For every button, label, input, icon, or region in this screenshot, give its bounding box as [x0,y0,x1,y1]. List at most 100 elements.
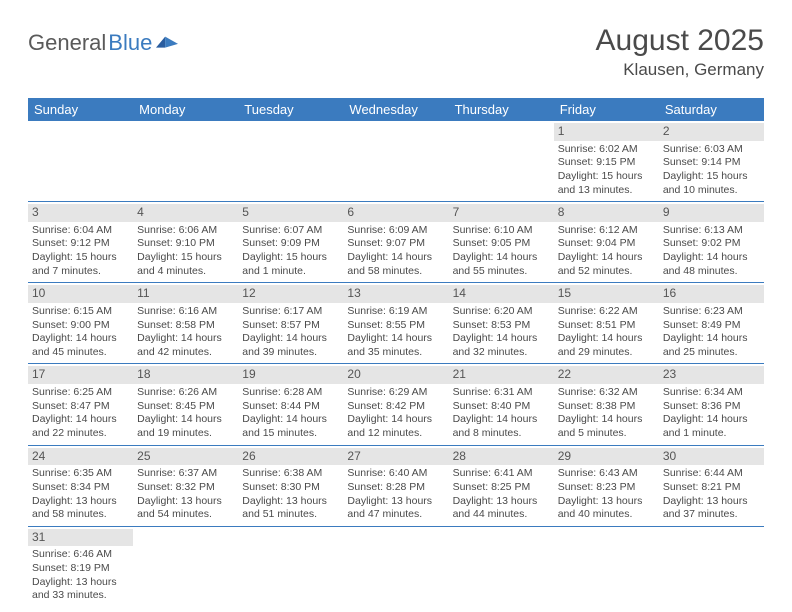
day-number: 2 [659,123,764,141]
sunset-line: Sunset: 8:58 PM [137,319,234,333]
calendar-day-cell: 30Sunrise: 6:44 AMSunset: 8:21 PMDayligh… [659,445,764,526]
calendar-week-row: 10Sunrise: 6:15 AMSunset: 9:00 PMDayligh… [28,283,764,364]
daylight-line: Daylight: 14 hours and 55 minutes. [453,251,550,278]
sunrise-line: Sunrise: 6:32 AM [558,386,655,400]
sunset-line: Sunset: 9:02 PM [663,237,760,251]
day-number: 19 [238,366,343,384]
sunset-line: Sunset: 8:28 PM [347,481,444,495]
sunset-line: Sunset: 8:53 PM [453,319,550,333]
sunrise-line: Sunrise: 6:34 AM [663,386,760,400]
day-number: 15 [554,285,659,303]
daylight-line: Daylight: 14 hours and 32 minutes. [453,332,550,359]
calendar-day-cell: 29Sunrise: 6:43 AMSunset: 8:23 PMDayligh… [554,445,659,526]
sunset-line: Sunset: 8:55 PM [347,319,444,333]
sunrise-line: Sunrise: 6:15 AM [32,305,129,319]
calendar-day-cell: 25Sunrise: 6:37 AMSunset: 8:32 PMDayligh… [133,445,238,526]
day-number: 21 [449,366,554,384]
sunrise-line: Sunrise: 6:06 AM [137,224,234,238]
daylight-line: Daylight: 14 hours and 58 minutes. [347,251,444,278]
sunset-line: Sunset: 8:30 PM [242,481,339,495]
sunrise-line: Sunrise: 6:23 AM [663,305,760,319]
sunset-line: Sunset: 8:42 PM [347,400,444,414]
day-number: 10 [28,285,133,303]
daylight-line: Daylight: 15 hours and 10 minutes. [663,170,760,197]
sunrise-line: Sunrise: 6:13 AM [663,224,760,238]
daylight-line: Daylight: 13 hours and 37 minutes. [663,495,760,522]
daylight-line: Daylight: 15 hours and 7 minutes. [32,251,129,278]
sunrise-line: Sunrise: 6:46 AM [32,548,129,562]
calendar-empty-cell [449,121,554,201]
day-number: 28 [449,448,554,466]
daylight-line: Daylight: 14 hours and 42 minutes. [137,332,234,359]
sunrise-line: Sunrise: 6:26 AM [137,386,234,400]
title-block: August 2025 Klausen, Germany [596,24,764,80]
weekday-header: Saturday [659,98,764,121]
calendar-header-row: SundayMondayTuesdayWednesdayThursdayFrid… [28,98,764,121]
daylight-line: Daylight: 14 hours and 5 minutes. [558,413,655,440]
calendar-day-cell: 2Sunrise: 6:03 AMSunset: 9:14 PMDaylight… [659,121,764,201]
daylight-line: Daylight: 14 hours and 45 minutes. [32,332,129,359]
day-number: 6 [343,204,448,222]
sunrise-line: Sunrise: 6:12 AM [558,224,655,238]
calendar-week-row: 17Sunrise: 6:25 AMSunset: 8:47 PMDayligh… [28,364,764,445]
weekday-header: Sunday [28,98,133,121]
sunrise-line: Sunrise: 6:41 AM [453,467,550,481]
sunrise-line: Sunrise: 6:19 AM [347,305,444,319]
calendar-empty-cell [133,121,238,201]
daylight-line: Daylight: 14 hours and 25 minutes. [663,332,760,359]
logo-text-blue: Blue [108,30,152,56]
sunset-line: Sunset: 8:19 PM [32,562,129,576]
sunrise-line: Sunrise: 6:25 AM [32,386,129,400]
sunset-line: Sunset: 9:10 PM [137,237,234,251]
daylight-line: Daylight: 14 hours and 15 minutes. [242,413,339,440]
calendar-day-cell: 22Sunrise: 6:32 AMSunset: 8:38 PMDayligh… [554,364,659,445]
sunset-line: Sunset: 9:12 PM [32,237,129,251]
calendar-day-cell: 31Sunrise: 6:46 AMSunset: 8:19 PMDayligh… [28,526,133,607]
calendar-day-cell: 10Sunrise: 6:15 AMSunset: 9:00 PMDayligh… [28,283,133,364]
sunset-line: Sunset: 9:14 PM [663,156,760,170]
location: Klausen, Germany [596,60,764,80]
sunset-line: Sunset: 8:21 PM [663,481,760,495]
sunset-line: Sunset: 8:34 PM [32,481,129,495]
weekday-header: Monday [133,98,238,121]
day-number: 23 [659,366,764,384]
calendar-empty-cell [659,526,764,607]
daylight-line: Daylight: 13 hours and 33 minutes. [32,576,129,603]
day-number: 20 [343,366,448,384]
sunrise-line: Sunrise: 6:04 AM [32,224,129,238]
sunrise-line: Sunrise: 6:09 AM [347,224,444,238]
calendar-day-cell: 26Sunrise: 6:38 AMSunset: 8:30 PMDayligh… [238,445,343,526]
daylight-line: Daylight: 13 hours and 47 minutes. [347,495,444,522]
daylight-line: Daylight: 14 hours and 39 minutes. [242,332,339,359]
calendar-day-cell: 9Sunrise: 6:13 AMSunset: 9:02 PMDaylight… [659,202,764,283]
calendar-day-cell: 16Sunrise: 6:23 AMSunset: 8:49 PMDayligh… [659,283,764,364]
sunset-line: Sunset: 8:40 PM [453,400,550,414]
sunset-line: Sunset: 9:05 PM [453,237,550,251]
calendar-day-cell: 6Sunrise: 6:09 AMSunset: 9:07 PMDaylight… [343,202,448,283]
logo-flag-icon [156,34,178,52]
sunset-line: Sunset: 8:49 PM [663,319,760,333]
daylight-line: Daylight: 14 hours and 1 minute. [663,413,760,440]
sunrise-line: Sunrise: 6:20 AM [453,305,550,319]
sunset-line: Sunset: 8:44 PM [242,400,339,414]
sunset-line: Sunset: 8:57 PM [242,319,339,333]
weekday-header: Thursday [449,98,554,121]
calendar-day-cell: 20Sunrise: 6:29 AMSunset: 8:42 PMDayligh… [343,364,448,445]
logo-text-general: General [28,30,106,56]
calendar-empty-cell [238,526,343,607]
day-number: 18 [133,366,238,384]
calendar-day-cell: 17Sunrise: 6:25 AMSunset: 8:47 PMDayligh… [28,364,133,445]
calendar-week-row: 1Sunrise: 6:02 AMSunset: 9:15 PMDaylight… [28,121,764,201]
calendar-empty-cell [28,121,133,201]
calendar-day-cell: 12Sunrise: 6:17 AMSunset: 8:57 PMDayligh… [238,283,343,364]
daylight-line: Daylight: 14 hours and 12 minutes. [347,413,444,440]
daylight-line: Daylight: 14 hours and 8 minutes. [453,413,550,440]
day-number: 4 [133,204,238,222]
calendar-day-cell: 1Sunrise: 6:02 AMSunset: 9:15 PMDaylight… [554,121,659,201]
daylight-line: Daylight: 14 hours and 35 minutes. [347,332,444,359]
daylight-line: Daylight: 13 hours and 58 minutes. [32,495,129,522]
calendar-day-cell: 3Sunrise: 6:04 AMSunset: 9:12 PMDaylight… [28,202,133,283]
sunrise-line: Sunrise: 6:40 AM [347,467,444,481]
day-number: 26 [238,448,343,466]
calendar-day-cell: 23Sunrise: 6:34 AMSunset: 8:36 PMDayligh… [659,364,764,445]
